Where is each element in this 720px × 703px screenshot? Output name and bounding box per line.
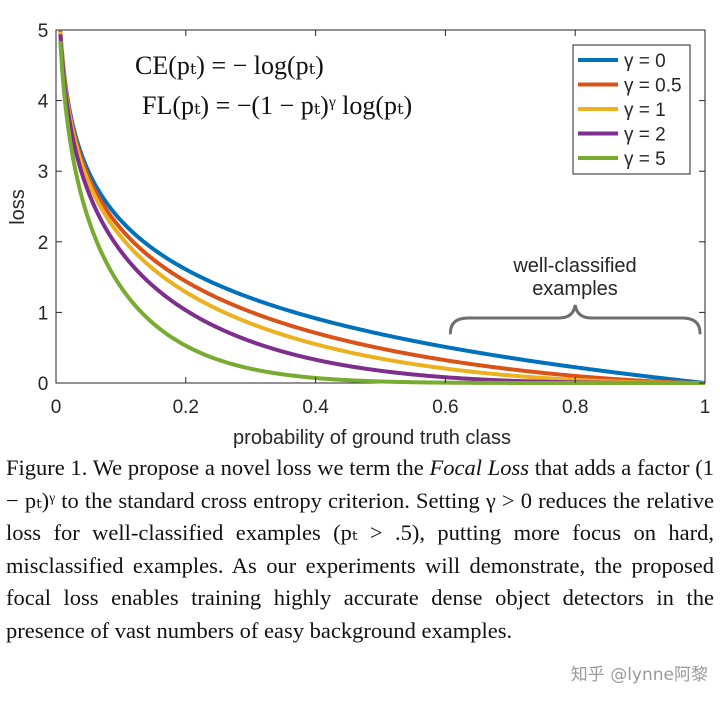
series-line-gamma-5: [58, 41, 706, 385]
legend: γ = 0 γ = 0.5 γ = 1 γ = 2 γ = 5: [572, 44, 691, 175]
series-line-gamma-0_5: [58, 30, 706, 385]
y-tick-label: 5: [38, 21, 49, 42]
series-line-gamma-0: [59, 51, 706, 385]
y-tick-label: 0: [38, 374, 49, 395]
well-classified-brace: [448, 304, 702, 335]
x-axis-label: probability of ground truth class: [233, 427, 511, 449]
ce-equation: CE(pₜ) = − log(pₜ): [135, 51, 324, 80]
x-tick-label: 1: [700, 397, 711, 418]
tick-layer: 0 0.2 0.4 0.6 0.8 1 0 1 2 3 4 5: [38, 21, 711, 418]
x-tick-label: 0.2: [173, 397, 199, 418]
caption-part-1: Figure 1. We propose a novel loss we ter…: [6, 455, 430, 480]
legend-label: γ = 1: [624, 100, 666, 121]
caption-part-2: that adds a factor (1 − pₜ)ᵞ to the stan…: [6, 455, 714, 643]
series-layer: [58, 30, 706, 385]
watermark: 知乎 @lynne阿黎: [570, 665, 708, 685]
fl-equation: FL(pₜ) = −(1 − pₜ)ᵞ log(pₜ): [142, 91, 412, 120]
brace-label-line2: examples: [532, 278, 618, 300]
caption-focal-loss: Focal Loss: [429, 455, 529, 480]
x-tick-label: 0: [51, 397, 62, 418]
brace-label-line1: well-classified: [512, 255, 636, 277]
y-tick-label: 2: [38, 233, 49, 254]
y-axis-label: loss: [7, 189, 29, 225]
figure-caption: Figure 1. We propose a novel loss we ter…: [6, 452, 714, 647]
legend-label: γ = 0: [624, 51, 666, 72]
y-tick-label: 3: [38, 162, 49, 183]
legend-label: γ = 2: [624, 125, 666, 146]
y-tick-label: 4: [38, 92, 49, 113]
legend-label: γ = 5: [624, 149, 666, 170]
x-tick-label: 0.4: [302, 397, 329, 418]
y-tick-label: 1: [38, 303, 49, 324]
x-tick-label: 0.8: [562, 397, 588, 418]
legend-label: γ = 0.5: [624, 76, 682, 97]
x-tick-label: 0.6: [432, 397, 458, 418]
